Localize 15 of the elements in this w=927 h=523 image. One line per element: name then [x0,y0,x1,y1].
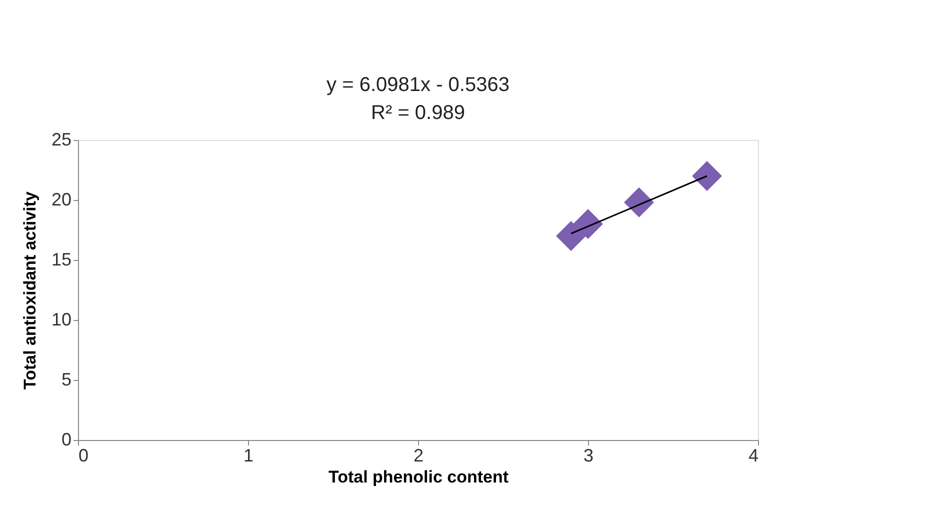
text: y = 6.0981x - 0.5363 [326,74,510,96]
x-axis-title: Total phenolic content [328,468,509,486]
x-tick-label: 1 [243,446,254,466]
y-tick-label: 15 [51,250,72,270]
y-axis-title: Total antioxidant activity [20,190,40,390]
y-tick-label: 5 [61,370,72,390]
y-tick-label: 20 [51,190,72,210]
y-tick-label: 0 [61,430,72,450]
y-tick-label: 25 [51,130,72,150]
y-tick-label: 10 [51,310,72,330]
x-tick-label: 0 [78,446,89,466]
x-tick-label: 2 [413,446,424,466]
x-tick-label: 3 [583,446,594,466]
text: R² = 0.989 [371,102,465,124]
x-tick-label: 4 [748,446,758,466]
